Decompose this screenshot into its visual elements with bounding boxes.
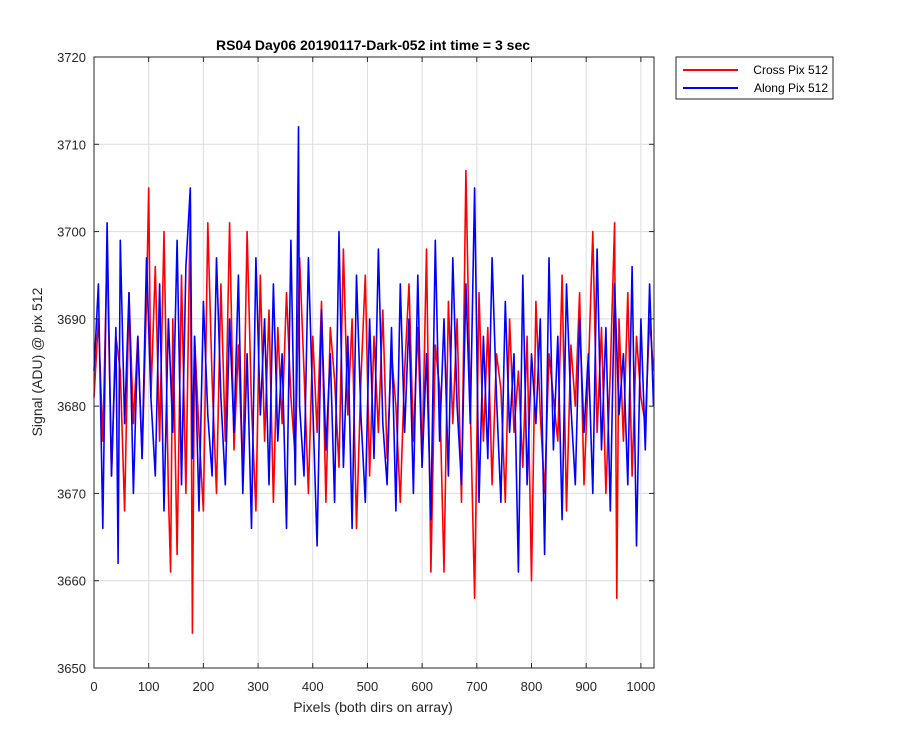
series-line-along xyxy=(93,126,655,573)
x-tick-label: 100 xyxy=(138,679,160,694)
y-axis-label: Signal (ADU) @ pix 512 xyxy=(29,287,45,436)
legend-box xyxy=(675,56,834,100)
x-tick-label: 400 xyxy=(302,679,324,694)
y-tick-label: 3690 xyxy=(57,312,86,327)
x-tick-label: 200 xyxy=(193,679,215,694)
x-tick-label: 900 xyxy=(575,679,597,694)
x-tick-label: 500 xyxy=(357,679,379,694)
x-tick-label: 700 xyxy=(466,679,488,694)
x-axis-label: Pixels (both dirs on array) xyxy=(293,699,453,715)
y-tick-label: 3660 xyxy=(57,574,86,589)
plot-area: 0 100 200 300 400 500 600 700 800 900 1000 3650 3660… xyxy=(57,50,655,694)
legend-label-cross: Cross Pix 512 xyxy=(753,63,828,77)
y-tick-label: 3700 xyxy=(57,225,86,240)
series-layer xyxy=(93,126,655,634)
legend-label-along: Along Pix 512 xyxy=(754,81,828,95)
x-tick-label: 300 xyxy=(247,679,269,694)
chart-title: RS04 Day06 20190117-Dark-052 int time = … xyxy=(216,37,530,53)
x-tick-label: 1000 xyxy=(626,679,655,694)
y-tick-label: 3670 xyxy=(57,486,86,501)
y-tick-label: 3720 xyxy=(57,50,86,65)
x-tick-label: 0 xyxy=(90,679,97,694)
axis-ticks: 0 100 200 300 400 500 600 700 800 900 1000 3650 3660… xyxy=(57,50,655,694)
x-tick-label: 800 xyxy=(521,679,543,694)
y-tick-label: 3650 xyxy=(57,661,86,676)
plot-frame xyxy=(93,56,655,669)
legend[interactable]: Cross Pix 512 Along Pix 512 xyxy=(675,56,834,100)
y-tick-label: 3680 xyxy=(57,399,86,414)
x-tick-label: 600 xyxy=(411,679,433,694)
y-tick-label: 3710 xyxy=(57,137,86,152)
series-line-cross xyxy=(93,169,655,634)
